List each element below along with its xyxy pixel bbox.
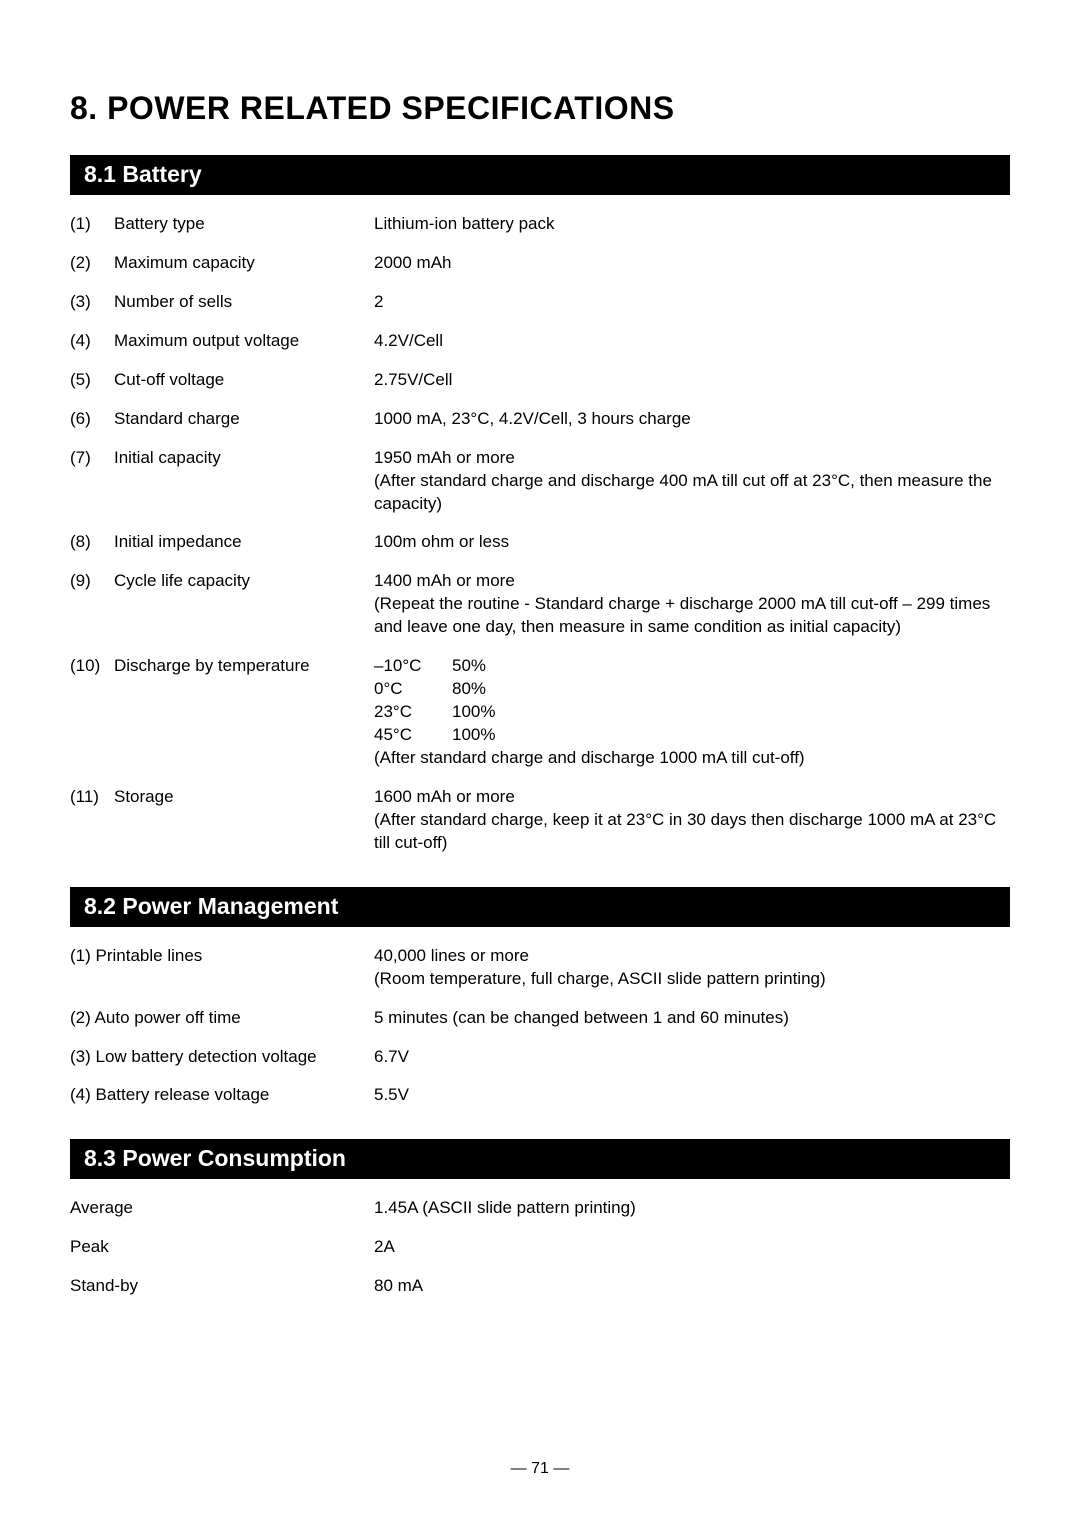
temp-row: 45°C100% [374, 724, 1010, 747]
spec-label: (3) Low battery detection voltage [70, 1046, 374, 1069]
temp-row: –10°C50% [374, 655, 1010, 678]
document-page: 8. POWER RELATED SPECIFICATIONS 8.1 Batt… [0, 0, 1080, 1528]
spec-label: (1) Printable lines [70, 945, 374, 968]
spec-value-line: (Repeat the routine - Standard charge + … [374, 593, 1010, 639]
spec-row: (2) Auto power off time5 minutes (can be… [70, 1007, 1010, 1030]
spec-value: 1600 mAh or more(After standard charge, … [374, 786, 1010, 855]
spec-row: Stand-by80 mA [70, 1275, 1010, 1298]
spec-num: (1) [70, 213, 114, 236]
spec-label: Battery type [114, 213, 374, 236]
spec-value: 80 mA [374, 1275, 1010, 1298]
spec-row: Peak2A [70, 1236, 1010, 1259]
spec-value: 2.75V/Cell [374, 369, 1010, 392]
spec-value: 1.45A (ASCII slide pattern printing) [374, 1197, 1010, 1220]
spec-label: Number of sells [114, 291, 374, 314]
spec-value-line: 1600 mAh or more [374, 786, 1010, 809]
spec-label: Maximum capacity [114, 252, 374, 275]
spec-label: Cycle life capacity [114, 570, 374, 593]
spec-value: 6.7V [374, 1046, 1010, 1069]
spec-num: (6) [70, 408, 114, 431]
section-heading-power-consumption: 8.3 Power Consumption [70, 1139, 1010, 1179]
page-footer: — 71 — [0, 1460, 1080, 1478]
spec-num: (11) [70, 786, 114, 809]
temp-cell-temp: 23°C [374, 701, 452, 724]
temp-row: 23°C100% [374, 701, 1010, 724]
spec-row: (1)Battery typeLithium-ion battery pack [70, 213, 1010, 236]
spec-row: (8)Initial impedance100m ohm or less [70, 531, 1010, 554]
spec-num: (4) [70, 330, 114, 353]
spec-num: (3) [70, 291, 114, 314]
spec-row: (11)Storage1600 mAh or more(After standa… [70, 786, 1010, 855]
spec-value-line: 1950 mAh or more [374, 447, 1010, 470]
spec-value-line: (After standard charge, keep it at 23°C … [374, 809, 1010, 855]
spec-value: 1950 mAh or more(After standard charge a… [374, 447, 1010, 516]
spec-value: 4.2V/Cell [374, 330, 1010, 353]
spec-label: Discharge by temperature [114, 655, 374, 678]
spec-value: 1000 mA, 23°C, 4.2V/Cell, 3 hours charge [374, 408, 1010, 431]
spec-row: (9)Cycle life capacity1400 mAh or more(R… [70, 570, 1010, 639]
power-mgmt-spec-block: (1) Printable lines40,000 lines or more(… [70, 945, 1010, 1108]
spec-value: 5 minutes (can be changed between 1 and … [374, 1007, 1010, 1030]
spec-value: –10°C50%0°C80%23°C100%45°C100%(After sta… [374, 655, 1010, 770]
spec-num: (9) [70, 570, 114, 593]
spec-num: (5) [70, 369, 114, 392]
spec-label: Initial capacity [114, 447, 374, 470]
page-title: 8. POWER RELATED SPECIFICATIONS [70, 90, 1010, 127]
spec-value: 2 [374, 291, 1010, 314]
section-heading-battery: 8.1 Battery [70, 155, 1010, 195]
spec-label: Average [70, 1197, 374, 1220]
spec-row: (1) Printable lines40,000 lines or more(… [70, 945, 1010, 991]
spec-label: (4) Battery release voltage [70, 1084, 374, 1107]
spec-label: Peak [70, 1236, 374, 1259]
battery-spec-block: (1)Battery typeLithium-ion battery pack(… [70, 213, 1010, 855]
spec-value-line: (After standard charge and discharge 400… [374, 470, 1010, 516]
spec-row: (4)Maximum output voltage4.2V/Cell [70, 330, 1010, 353]
temp-cell-temp: 45°C [374, 724, 452, 747]
spec-num: (2) [70, 252, 114, 275]
temp-cell-temp: 0°C [374, 678, 452, 701]
temp-cell-value: 100% [452, 724, 495, 747]
spec-value: 1400 mAh or more(Repeat the routine - St… [374, 570, 1010, 639]
temp-cell-value: 80% [452, 678, 486, 701]
temp-cell-value: 50% [452, 655, 486, 678]
spec-row: (4) Battery release voltage5.5V [70, 1084, 1010, 1107]
spec-label: Initial impedance [114, 531, 374, 554]
temp-cell-temp: –10°C [374, 655, 452, 678]
spec-row: (7)Initial capacity1950 mAh or more(Afte… [70, 447, 1010, 516]
spec-num: (10) [70, 655, 114, 678]
spec-row: (6)Standard charge1000 mA, 23°C, 4.2V/Ce… [70, 408, 1010, 431]
power-consumption-spec-block: Average1.45A (ASCII slide pattern printi… [70, 1197, 1010, 1298]
spec-num: (8) [70, 531, 114, 554]
spec-num: (7) [70, 447, 114, 470]
spec-row: (3) Low battery detection voltage6.7V [70, 1046, 1010, 1069]
spec-value: 2000 mAh [374, 252, 1010, 275]
spec-row: (2)Maximum capacity2000 mAh [70, 252, 1010, 275]
temp-row: 0°C80% [374, 678, 1010, 701]
spec-row: (3)Number of sells2 [70, 291, 1010, 314]
spec-label: (2) Auto power off time [70, 1007, 374, 1030]
spec-row: (5)Cut-off voltage2.75V/Cell [70, 369, 1010, 392]
spec-note: (After standard charge and discharge 100… [374, 747, 1010, 770]
spec-value-line: (Room temperature, full charge, ASCII sl… [374, 968, 1010, 991]
spec-value-line: 1400 mAh or more [374, 570, 1010, 593]
spec-value-line: 40,000 lines or more [374, 945, 1010, 968]
spec-value: 5.5V [374, 1084, 1010, 1107]
spec-value: 100m ohm or less [374, 531, 1010, 554]
spec-label: Standard charge [114, 408, 374, 431]
spec-row: (10)Discharge by temperature–10°C50%0°C8… [70, 655, 1010, 770]
spec-label: Storage [114, 786, 374, 809]
spec-label: Maximum output voltage [114, 330, 374, 353]
spec-value: 2A [374, 1236, 1010, 1259]
spec-label: Stand-by [70, 1275, 374, 1298]
spec-value: Lithium-ion battery pack [374, 213, 1010, 236]
spec-row: Average1.45A (ASCII slide pattern printi… [70, 1197, 1010, 1220]
temp-cell-value: 100% [452, 701, 495, 724]
section-heading-power-mgmt: 8.2 Power Management [70, 887, 1010, 927]
spec-value: 40,000 lines or more(Room temperature, f… [374, 945, 1010, 991]
spec-label: Cut-off voltage [114, 369, 374, 392]
